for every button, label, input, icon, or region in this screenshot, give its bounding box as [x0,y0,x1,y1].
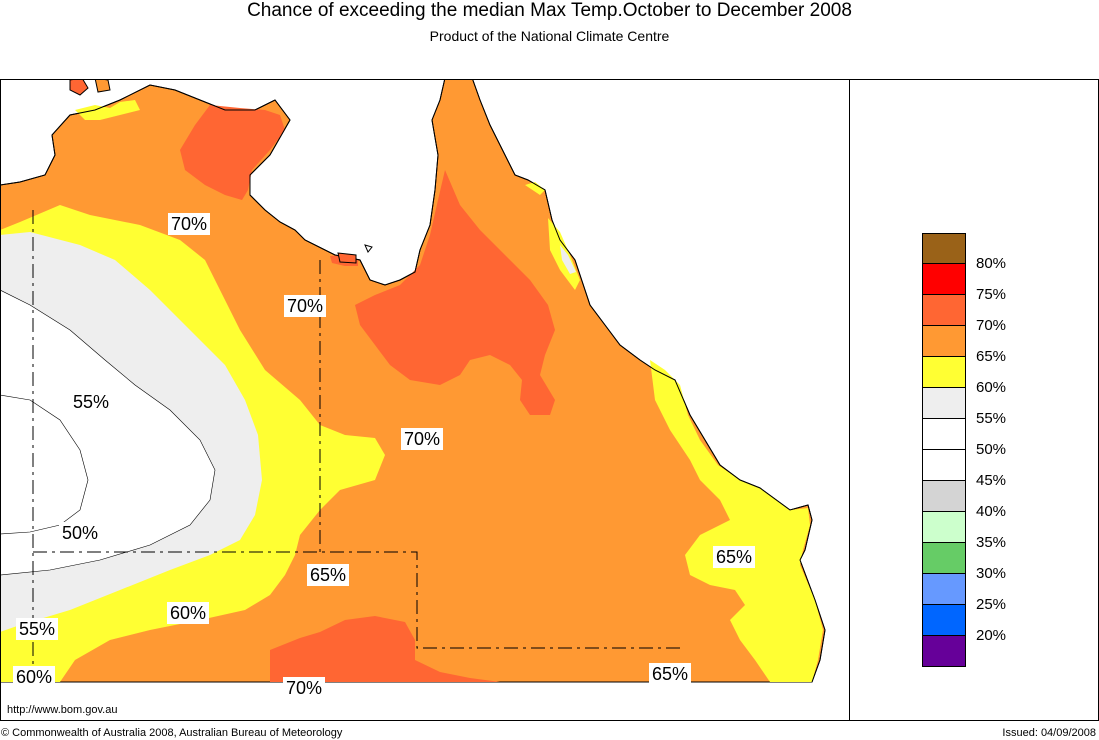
legend-label: 80% [976,255,1007,272]
contour-label-65-center: 65% [307,564,350,586]
legend-swatch [922,512,966,543]
contour-label-70-cape: 70% [401,428,444,450]
zone-55-cape-east [560,245,576,274]
legend-label: 65% [976,348,1007,365]
legend-swatch [922,326,966,357]
map-title: Chance of exceeding the median Max Temp.… [247,0,852,21]
copyright-text: © Commonwealth of Australia 2008, Austra… [1,727,343,739]
zone-60-kimberley [75,100,140,120]
legend-label: 25% [976,596,1007,613]
contour-label-55-south: 55% [16,618,59,640]
probability-map [1,80,849,683]
contour-label-70-gulf: 70% [284,295,327,317]
legend-swatch [922,419,966,450]
state-border-nt-sa [33,551,680,649]
zone-50 [1,290,216,576]
legend-label: 40% [976,503,1007,520]
legend-label: 50% [976,441,1007,458]
bom-url: http://www.bom.gov.au [5,703,120,717]
legend-swatch [922,357,966,388]
contour-50-inner [1,394,89,535]
zone-70-arnhem [180,105,285,200]
issued-date: Issued: 04/09/2008 [1002,727,1096,739]
legend-swatch [922,605,966,636]
legend-label: 20% [976,627,1007,644]
legend-swatch [922,233,966,264]
contour-label-55-west: 55% [70,391,113,413]
contour-label-65-east: 65% [713,546,756,568]
map-subtitle: Product of the National Climate Centre [429,28,670,44]
legend-label: 55% [976,410,1007,427]
zone-70-south [270,616,500,682]
legend-label: 75% [976,286,1007,303]
contour-label-70-arnhem: 70% [168,213,211,235]
legend-label: 70% [976,317,1007,334]
legend-swatch [922,543,966,574]
zone-60-east [650,360,823,682]
contour-label-70-south: 70% [283,677,326,699]
legend-swatch [922,388,966,419]
legend-swatch [922,574,966,605]
legend-color-bar [922,233,966,667]
legend-swatch [922,295,966,326]
legend-label: 35% [976,534,1007,551]
legend-label: 30% [976,565,1007,582]
zone-70-cape [355,170,555,415]
legend-panel: 80% 75% 70% 65% 60% 55% 50% 45% 40% 35% 30% 25% 20% [849,79,1099,721]
contour-label-65-se: 65% [649,663,692,685]
contour-label-60-sw: 60% [13,666,56,688]
contour-label-50: 50% [59,522,102,544]
legend-swatch [922,636,966,667]
contour-label-60-south: 60% [167,602,210,624]
map-panel: 70% 70% 70% 55% 50% 65% 60% 55% 60% 70% … [0,79,850,721]
legend-label: 45% [976,472,1007,489]
zone-60-cape-ne [525,182,545,195]
legend-label: 60% [976,379,1007,396]
legend-swatch [922,450,966,481]
legend-swatch [922,481,966,512]
legend-swatch [922,264,966,295]
